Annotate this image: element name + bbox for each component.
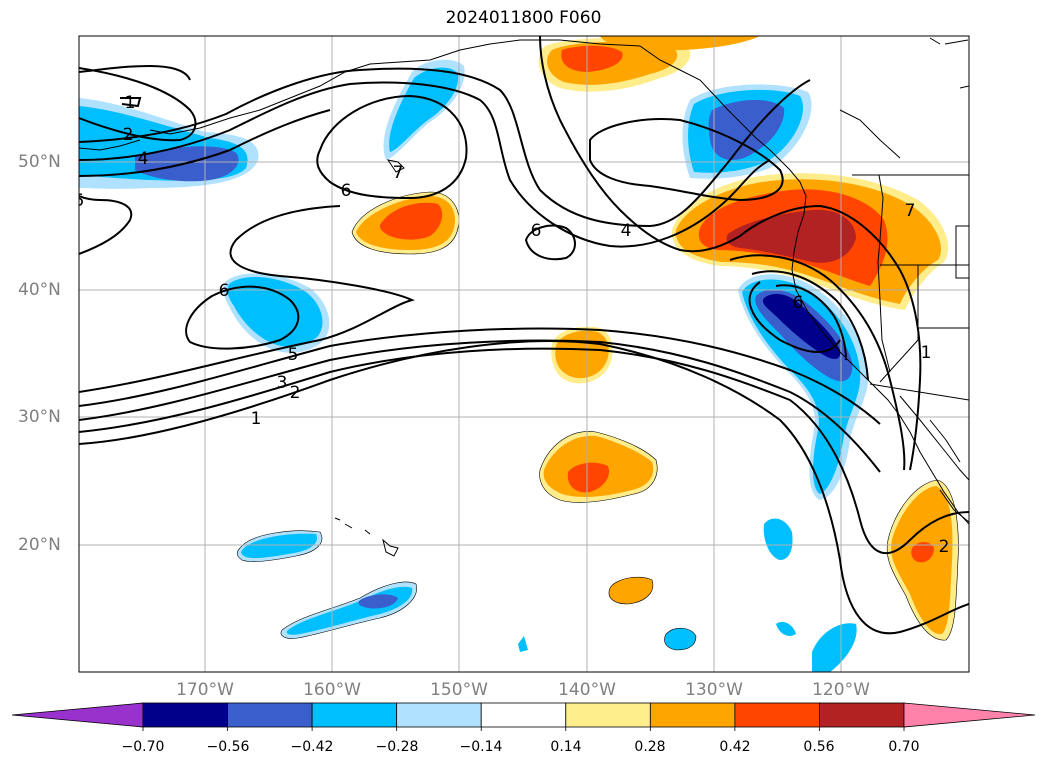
- negative-anomaly-region: [664, 628, 696, 650]
- negative-anomaly-region: [776, 621, 796, 636]
- colorbar-segment: [649, 702, 736, 728]
- colorbar-segment: [227, 702, 313, 728]
- contour-line-13: [524, 224, 576, 261]
- colorbar-under-extension: [11, 702, 144, 728]
- contour-layer: [79, 36, 969, 635]
- colorbar-segment: [396, 702, 482, 728]
- colorbar-segment: [311, 702, 398, 728]
- contour-line-10: [79, 81, 771, 248]
- positive-anomaly-region: [561, 45, 623, 72]
- lat-label: 20°N: [18, 535, 61, 555]
- negative-anomaly-region: [358, 594, 398, 609]
- lat-label: 50°N: [18, 152, 61, 172]
- negative-anomaly-region: [708, 99, 785, 160]
- positive-anomaly-region: [911, 542, 934, 563]
- lon-label: 150°W: [430, 680, 488, 700]
- negative-anomaly-region: [812, 623, 857, 672]
- contour-label: 6: [793, 293, 804, 313]
- map-frame: [78, 35, 970, 673]
- lon-label: 140°W: [558, 680, 616, 700]
- contour-label: 4: [621, 221, 632, 241]
- contour-label: 1: [251, 409, 262, 429]
- contour-label: 5: [288, 345, 299, 365]
- negative-anomaly-region: [389, 67, 459, 152]
- contour-line-14: [539, 36, 922, 471]
- colorbar-segment: [565, 702, 651, 728]
- contour-line-15: [729, 254, 906, 471]
- negative-anomaly-region: [763, 518, 793, 560]
- colorbar-tick-label: −0.14: [459, 739, 503, 755]
- negative-anomaly-region: [241, 533, 318, 559]
- contour-line-8: [79, 67, 197, 142]
- contour-label: 1: [921, 343, 932, 363]
- anomaly-outline-layer: [236, 191, 959, 651]
- contour-line-3: [79, 339, 881, 473]
- contour-label: 6: [531, 221, 542, 241]
- contour-line-12: [589, 118, 784, 202]
- contour-label: 5: [74, 191, 85, 211]
- contour-line-5: [79, 205, 415, 393]
- colorbar-tick-label: 0.42: [719, 739, 751, 755]
- colorbar-tick-label: −0.42: [290, 739, 334, 755]
- contour-line-9: [79, 67, 811, 228]
- contour-line-11: [79, 109, 331, 177]
- colorbar-over-extension: [903, 702, 1036, 728]
- contour-label: 4: [138, 149, 149, 169]
- positive-anomaly-region: [600, 36, 760, 51]
- contour-line-7: [316, 94, 468, 200]
- contour-label-layer: 1 2 4 5 6 7 6 5 3 2 1 6 4 7 6 1 2: [74, 93, 950, 557]
- contour-label: 6: [341, 181, 352, 201]
- contour-line-4: [79, 327, 881, 425]
- contour-label: 7: [905, 201, 916, 221]
- contour-label: 1: [125, 93, 136, 113]
- contour-label: 6: [219, 281, 230, 301]
- positive-anomaly-region: [567, 462, 610, 493]
- positive-anomaly-region: [379, 202, 443, 240]
- colorbar-tick-label: −0.28: [375, 739, 419, 755]
- contour-label: 7: [393, 163, 404, 183]
- map-title: 2024011800 F060: [445, 8, 602, 28]
- lon-label: 160°W: [303, 680, 361, 700]
- negative-anomaly-region: [227, 277, 323, 347]
- colorbar-tick-label: 0.70: [888, 739, 920, 755]
- colorbar-segment: [142, 702, 228, 728]
- lat-label: 40°N: [18, 280, 61, 300]
- colorbar-segment: [480, 702, 567, 728]
- contour-line-18: [748, 281, 841, 353]
- colorbar-segment: [734, 702, 820, 728]
- contour-line-1: [79, 340, 969, 635]
- contour-line-19: [79, 195, 133, 255]
- contour-line-17: [775, 284, 847, 361]
- colorbar-tick-label: −0.56: [206, 739, 250, 755]
- colorbar: [11, 702, 1036, 731]
- contour-label: 2: [290, 383, 301, 403]
- colorbar-tick-label: 0.28: [634, 739, 666, 755]
- colorbar-segment: [819, 702, 905, 728]
- lon-label: 130°W: [685, 680, 743, 700]
- contour-line-2: [79, 347, 969, 555]
- contour-line-20: [79, 64, 191, 81]
- contour-line-21: [120, 97, 142, 108]
- positive-anomaly-region: [608, 577, 653, 604]
- colorbar-tick-label: −0.70: [121, 739, 165, 755]
- colorbar-tick-label: 0.14: [550, 739, 582, 755]
- lon-label: 170°W: [176, 680, 234, 700]
- lat-label: 30°N: [18, 407, 61, 427]
- colorbar-tick-label: 0.56: [803, 739, 835, 755]
- contour-line-6: [185, 285, 300, 350]
- contour-label: 3: [277, 373, 288, 393]
- contour-label: 2: [123, 125, 134, 145]
- negative-anomaly-region: [762, 293, 841, 359]
- negative-anomaly-region: [518, 636, 528, 652]
- contour-label: 2: [939, 537, 950, 557]
- lon-label: 120°W: [812, 680, 870, 700]
- contour-line-16: [751, 270, 869, 381]
